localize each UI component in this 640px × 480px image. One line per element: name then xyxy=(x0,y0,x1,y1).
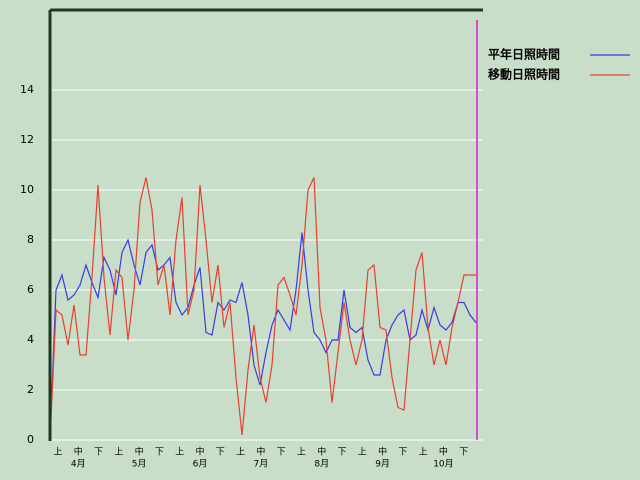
x-tick-label: 中 xyxy=(195,446,204,458)
x-tick-label: 下 xyxy=(94,448,103,458)
month-label: 8月 xyxy=(314,459,329,470)
x-tick-label: 中 xyxy=(256,446,265,458)
x-tick-label: 上 xyxy=(114,447,123,458)
x-tick-label: 上 xyxy=(175,447,184,458)
x-tick-label: 中 xyxy=(135,446,144,458)
y-tick-label: 8 xyxy=(27,233,34,246)
x-tick-label: 上 xyxy=(358,447,367,458)
series-line xyxy=(49,232,477,441)
y-tick-label: 10 xyxy=(20,183,34,196)
series-line xyxy=(49,177,476,441)
x-tick-label: 上 xyxy=(236,447,245,458)
legend-label: 平年日照時間 xyxy=(488,47,560,62)
x-tick-label: 中 xyxy=(74,446,83,458)
x-tick-label: 下 xyxy=(398,448,407,458)
labels: 02468101214上中下上中下上中下上中下上中下上中下上中下4月 5月 6月 7月… xyxy=(20,47,630,470)
month-label: 6月 xyxy=(193,459,208,470)
month-label: 4月 xyxy=(71,459,86,470)
y-tick-label: 6 xyxy=(27,283,34,296)
y-tick-label: 0 xyxy=(27,433,34,446)
month-label: 10月 xyxy=(433,459,453,470)
x-tick-label: 上 xyxy=(53,447,62,458)
x-tick-label: 上 xyxy=(419,447,428,458)
month-label: 5月 xyxy=(132,459,147,470)
x-tick-label: 下 xyxy=(277,448,286,458)
y-tick-label: 12 xyxy=(20,133,34,146)
x-tick-label: 下 xyxy=(337,448,346,458)
x-tick-label: 中 xyxy=(439,446,448,458)
legend-label: 移動日照時間 xyxy=(488,67,560,82)
y-tick-label: 2 xyxy=(27,383,34,396)
x-tick-label: 下 xyxy=(155,448,164,458)
x-tick-label: 中 xyxy=(317,446,326,458)
lines xyxy=(49,177,477,441)
x-tick-label: 下 xyxy=(216,448,225,458)
y-tick-label: 4 xyxy=(27,333,34,346)
month-label: 7月 xyxy=(253,459,268,470)
grid xyxy=(50,89,483,441)
x-tick-label: 上 xyxy=(297,447,306,458)
month-label: 9月 xyxy=(375,459,390,470)
x-tick-label: 中 xyxy=(378,446,387,458)
y-tick-label: 14 xyxy=(20,83,34,96)
x-tick-label: 下 xyxy=(459,448,468,458)
